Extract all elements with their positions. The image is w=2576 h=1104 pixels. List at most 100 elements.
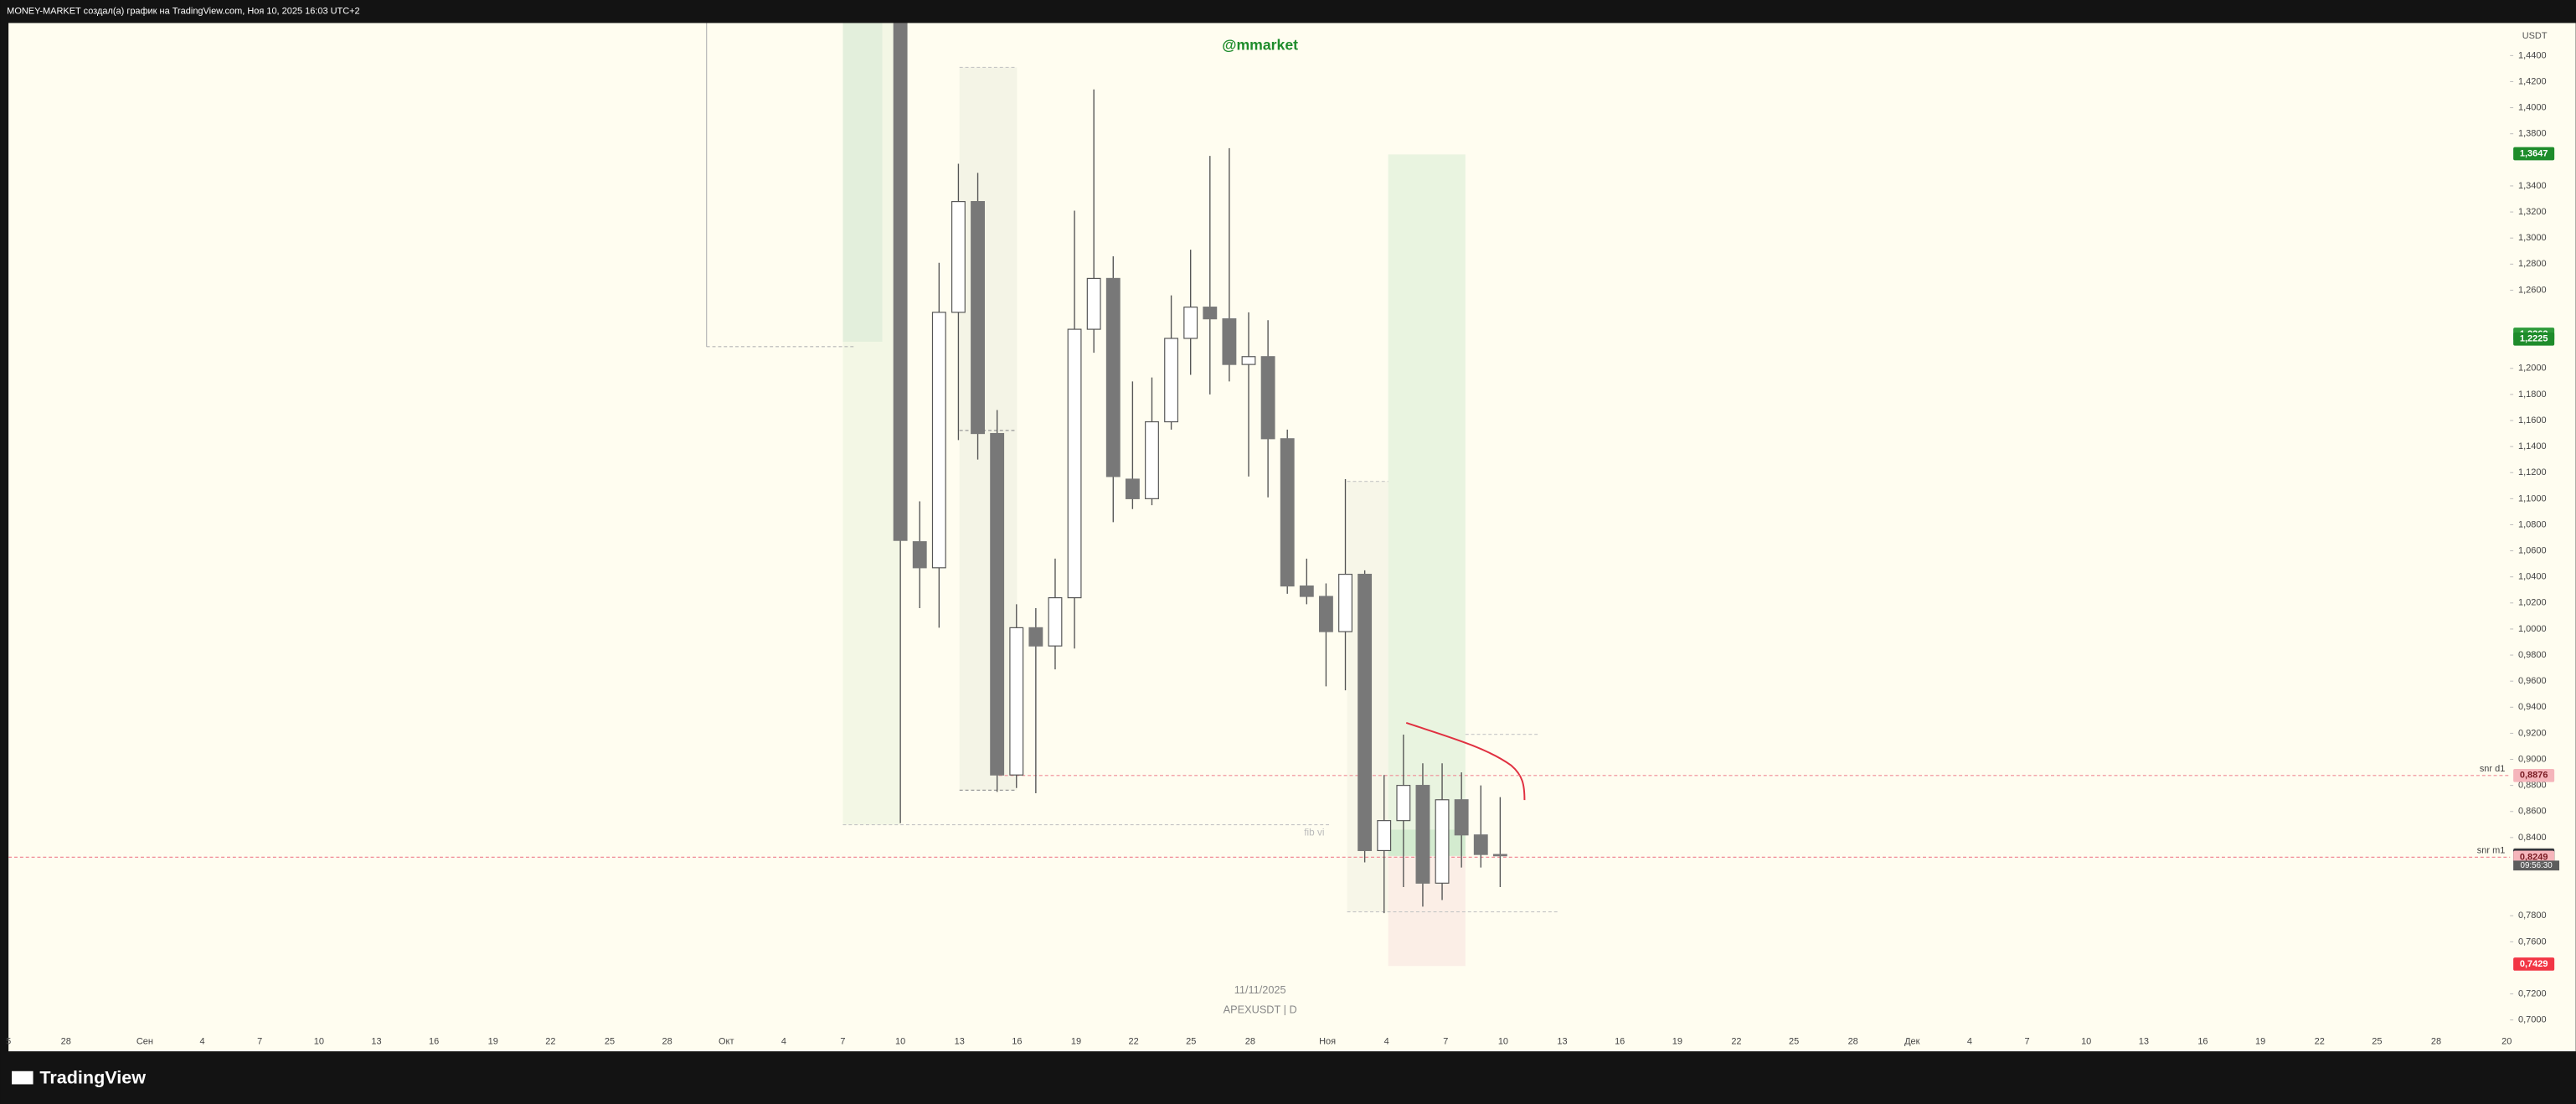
y-tick-label: 1,2000 [2518,364,2547,374]
x-tick-label: 4 [1967,1036,1972,1046]
y-tick-label: 1,3400 [2518,181,2547,191]
y-tick-label: 1,4000 [2518,102,2547,112]
zone [959,67,1018,791]
brand: TradingView [39,1066,146,1087]
y-tick-label: 1,3000 [2518,233,2547,243]
x-tick-label: 25 [605,1036,615,1046]
x-tick-label: 10 [895,1036,905,1046]
price-label-box [2513,768,2555,782]
x-tick-label: 28 [662,1036,672,1046]
x-tick-label: Сен [137,1036,153,1046]
projection-curve [1405,722,1526,801]
candle-body [1241,356,1256,365]
footer [0,1051,2576,1104]
symbol-label: APEXUSDT | D [1224,1003,1297,1016]
candle-body [1358,574,1373,852]
x-tick-label: Окт [719,1036,734,1046]
candle-body [912,541,927,569]
long-zone [1388,154,1466,856]
candle-body [1222,318,1237,365]
zones [706,23,1558,967]
candle-body [1145,420,1159,499]
x-tick-label: 19 [488,1036,498,1046]
x-tick-label: 22 [2315,1036,2325,1046]
x-tick-label: 10 [1498,1036,1508,1046]
candle-body [1396,785,1411,822]
x-tick-label: 16 [429,1036,439,1046]
y-tick-label: 0,8400 [2518,833,2547,843]
candle-body [1318,596,1333,632]
x-tick-label: 10 [2081,1036,2091,1046]
y-tick-label: 0,9400 [2518,702,2547,712]
price-label-box [2513,957,2555,971]
x-tick-label: 22 [1731,1036,1741,1046]
price-label-box [2513,147,2555,161]
y-tick-label: 0,9800 [2518,650,2547,660]
y-tick-label: 1,3200 [2518,207,2547,217]
y-tick-label: 1,4400 [2518,50,2547,60]
x-tick-label: 20 [2501,1036,2512,1046]
candle-body [1338,574,1352,632]
candle-body [1280,438,1295,587]
y-tick-label: 0,9600 [2518,676,2547,686]
candle-body [1435,799,1450,884]
candle-body [1415,785,1430,884]
x-tick-label: 4 [1384,1036,1389,1046]
x-tick-label: 19 [1672,1036,1682,1046]
candle-body [1492,854,1507,857]
candle-body [951,201,966,313]
candle-body [1299,586,1314,597]
y-tick-label: 0,8800 [2518,781,2547,791]
x-tick-label: 7 [1443,1036,1448,1046]
x-tick-label: 28 [2431,1036,2441,1046]
x-tick-label: 25 [1789,1036,1799,1046]
header: MONEY-MARKET создал(а) график на Trading… [7,7,359,17]
logo [12,1070,33,1085]
y-tick-label: 1,1600 [2518,415,2547,426]
y-tick-label: 0,7600 [2518,936,2547,947]
y-tick-label: 1,0800 [2518,519,2547,529]
y-tick-label: 1,4200 [2518,76,2547,86]
x-tick-label: 19 [2255,1036,2265,1046]
y-tick-label: 0,7800 [2518,911,2547,921]
candle-body [1009,627,1024,776]
y-tick-label: 1,0400 [2518,572,2547,582]
candle-body [1377,820,1392,852]
x-tick-label: 4 [200,1036,205,1046]
price-label: 0,8249 [2520,852,2548,862]
annotation: snr m1 [2477,845,2506,855]
x-tick-label: 19 [1071,1036,1081,1046]
candle-body [1454,799,1469,836]
x-tick-label: Ноя [1319,1036,1336,1046]
candle-body [1067,328,1082,599]
candle-body [990,432,1005,776]
y-tick-label: 1,2600 [2518,285,2547,295]
currency: USDT [2522,31,2548,41]
candles [893,23,1507,914]
y-tick-label: 1,1400 [2518,441,2547,451]
x-tick-label: 7 [840,1036,845,1046]
y-tick-label: 0,9000 [2518,754,2547,764]
x-tick-label: 22 [1129,1036,1139,1046]
x-tick-label: 28 [61,1036,71,1046]
y-tick-label: 0,7000 [2518,1015,2547,1025]
candle-body [971,201,985,435]
x-tick-label: 25 [1186,1036,1196,1046]
price-label: 1,2225 [2520,334,2548,344]
date-label: 11/11/2025 [1234,983,1286,996]
watermark: @mmarket [1222,37,1298,54]
x-tick-label: 13 [955,1036,965,1046]
x-tick-label: 4 [781,1036,786,1046]
y-tick-label: 1,1200 [2518,467,2547,477]
x-tick-label: 7 [2025,1036,2030,1046]
x-tick-label: 13 [371,1036,381,1046]
candle-body [893,23,908,541]
candle-body [1203,307,1218,320]
y-tick-label: 1,2800 [2518,259,2547,269]
x-tick-label: 22 [545,1036,555,1046]
candle-body [1183,307,1198,339]
candle-body [1105,277,1121,477]
countdown: 09:56:30 [2521,861,2553,870]
